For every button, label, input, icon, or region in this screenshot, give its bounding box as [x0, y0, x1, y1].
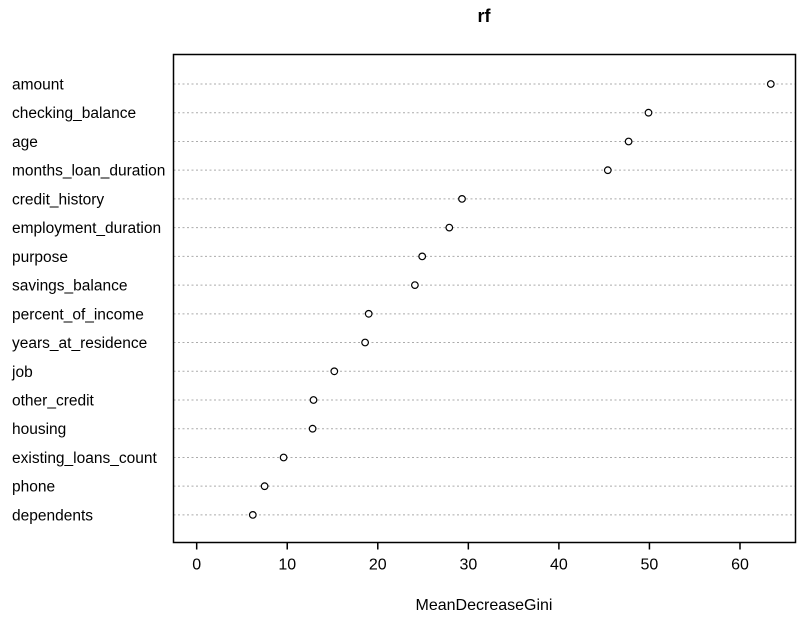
y-axis-label: housing: [12, 421, 66, 438]
data-point: [260, 482, 269, 491]
data-point: [361, 338, 370, 347]
data-point: [603, 166, 612, 175]
y-axis-label: dependents: [12, 507, 93, 524]
data-point: [445, 223, 454, 232]
x-tick-label: 40: [550, 557, 568, 574]
x-tick-label: 30: [459, 557, 477, 574]
y-axis-label: savings_balance: [12, 278, 127, 295]
data-point: [248, 511, 257, 519]
data-point: [418, 252, 427, 261]
x-axis-title: MeanDecreaseGini: [415, 597, 553, 614]
y-axis-label: existing_loans_count: [12, 450, 157, 467]
y-axis-label: credit_history: [12, 191, 104, 208]
x-tick-label: 50: [641, 557, 659, 574]
x-tick-label: 0: [192, 557, 201, 574]
data-point: [624, 137, 633, 146]
data-point: [308, 424, 317, 433]
y-axis-label: amount: [12, 77, 64, 94]
data-point: [766, 80, 775, 88]
y-axis-label: checking_balance: [12, 105, 136, 122]
y-axis-label: age: [12, 134, 38, 151]
y-axis-label: years_at_residence: [12, 335, 147, 352]
y-axis-label: other_credit: [12, 392, 95, 409]
data-point: [411, 281, 419, 290]
data-point: [330, 367, 339, 376]
x-tick-label: 60: [731, 557, 749, 574]
data-point: [644, 108, 653, 117]
plot-frame: [172, 53, 797, 544]
y-axis-label: job: [11, 364, 33, 381]
data-point: [309, 396, 318, 404]
data-point: [458, 194, 466, 203]
y-axis-label: employment_duration: [12, 220, 161, 237]
data-point: [364, 309, 373, 318]
y-axis-label: months_loan_duration: [12, 163, 165, 180]
y-axis-label: percent_of_income: [12, 306, 144, 323]
y-axis-label: purpose: [12, 249, 68, 266]
y-axis-label: phone: [12, 479, 55, 496]
chart-title: rf: [477, 6, 491, 26]
data-point: [279, 453, 288, 462]
x-tick-label: 10: [278, 557, 296, 574]
x-tick-label: 20: [369, 557, 387, 574]
